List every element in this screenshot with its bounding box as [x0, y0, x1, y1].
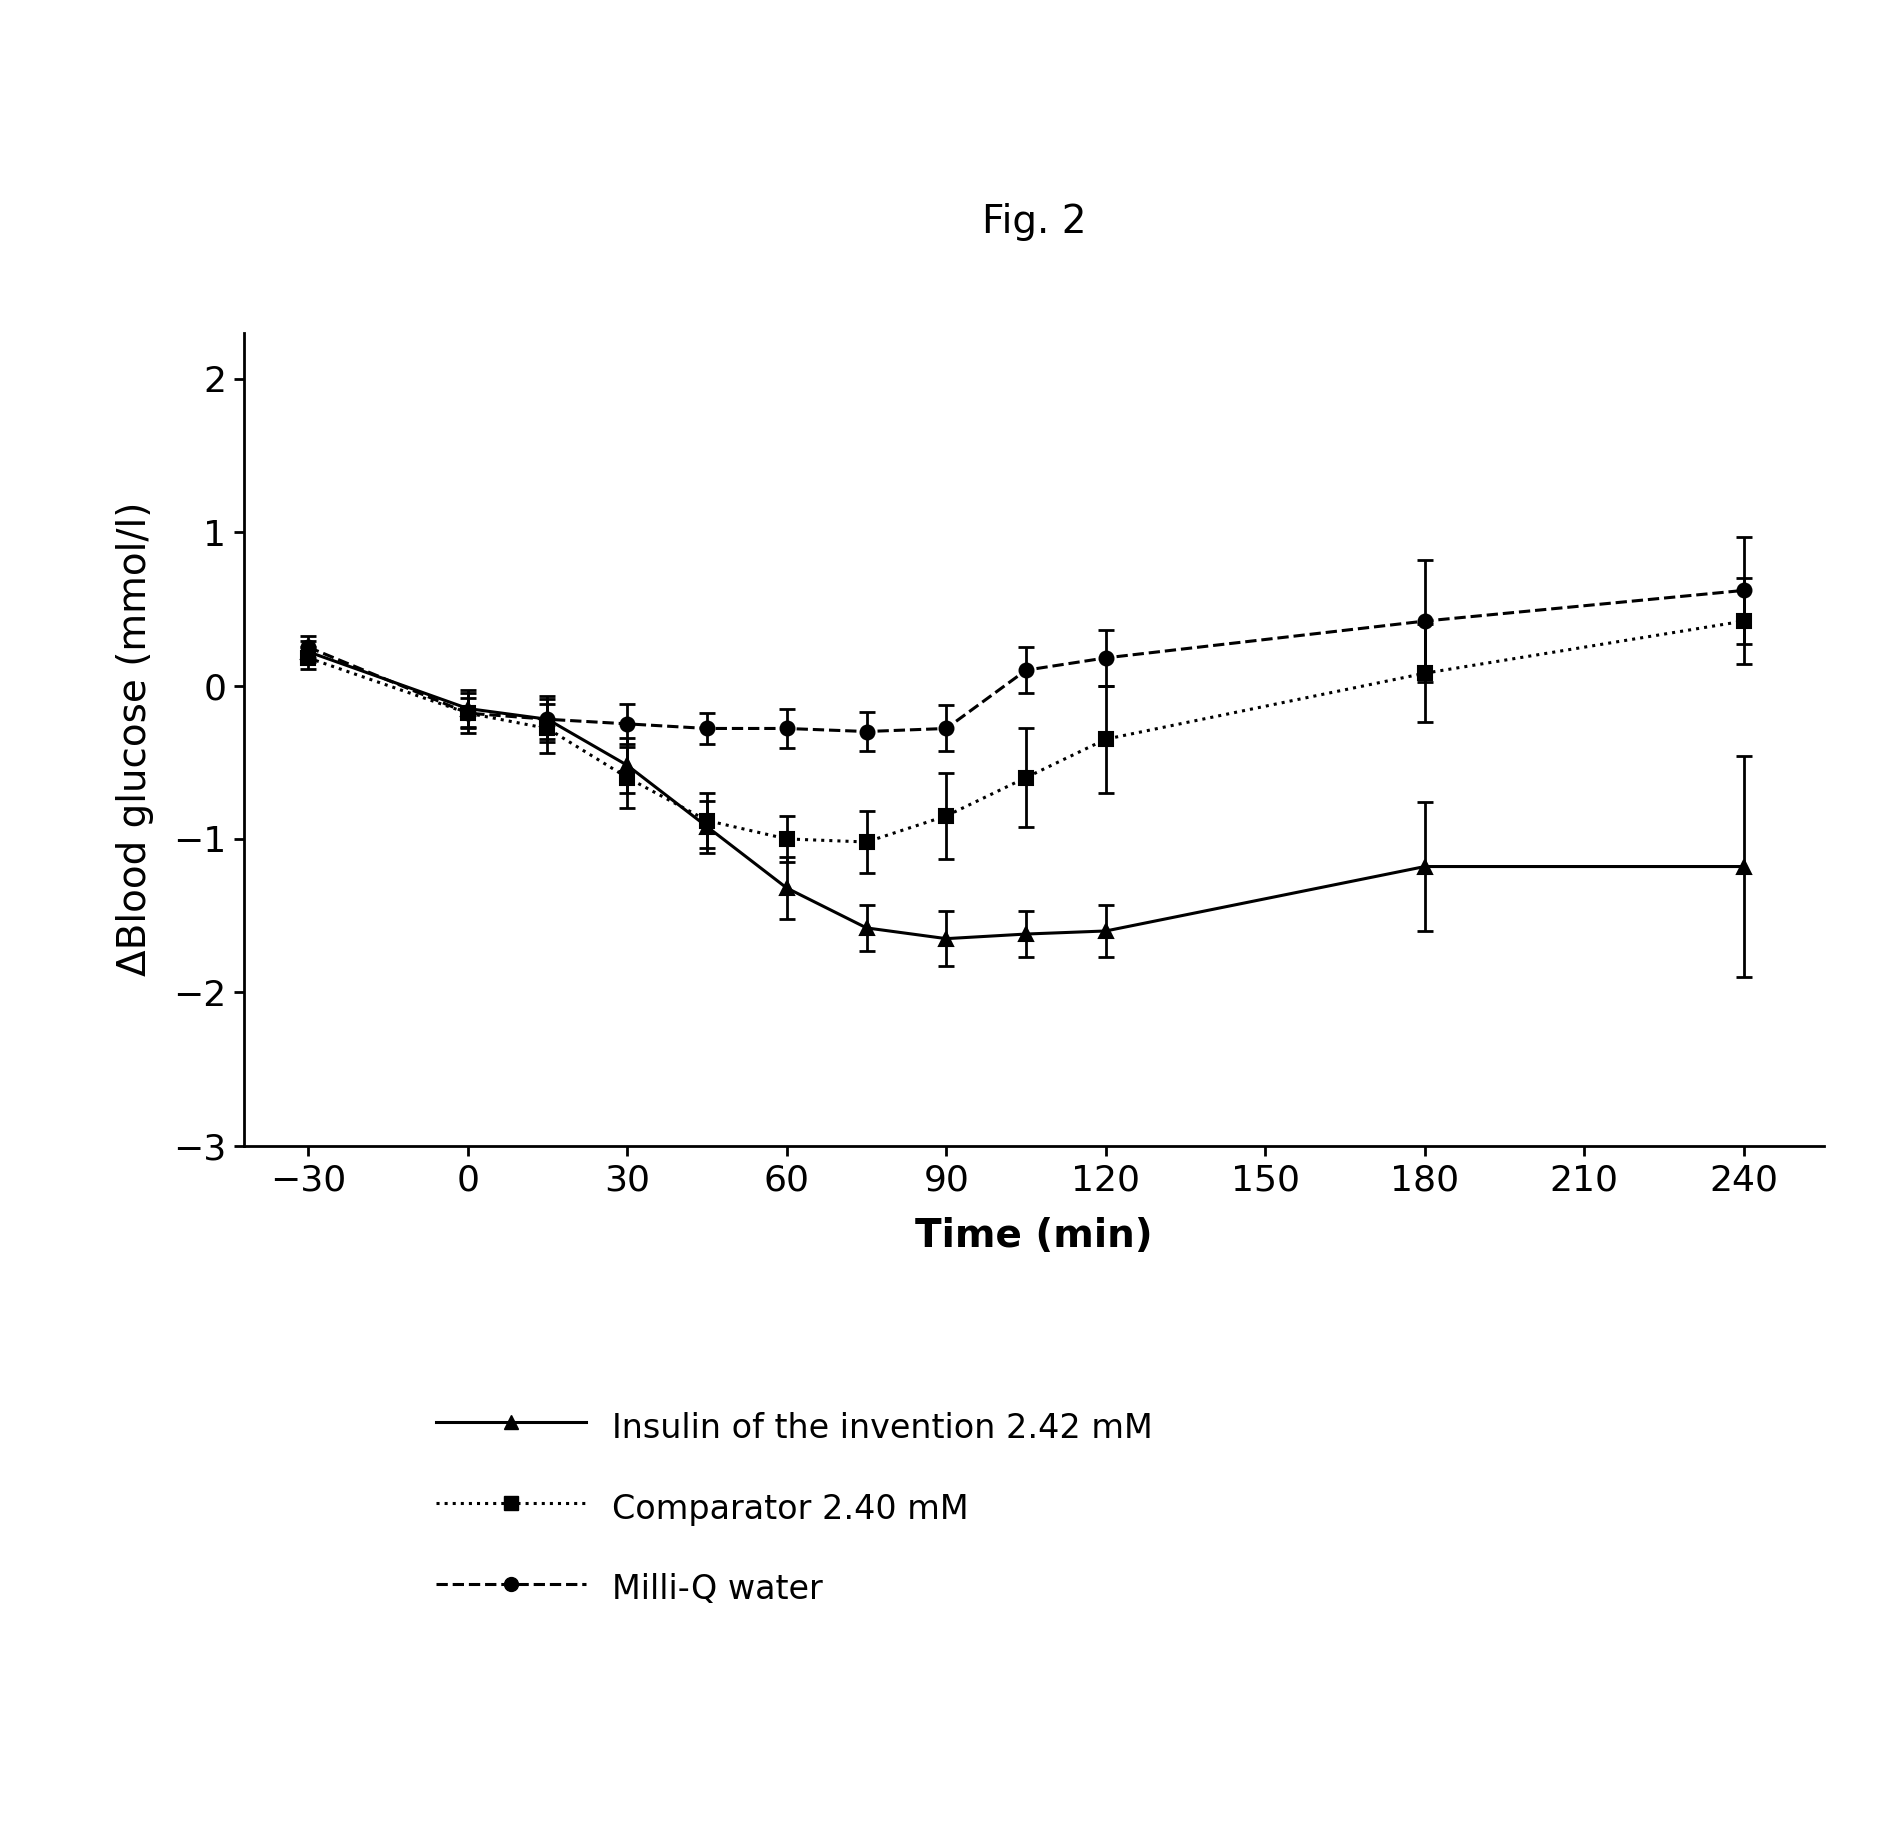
Insulin of the invention 2.42 mM	[1414, 856, 1436, 878]
Comparator 2.40 mM	[457, 702, 479, 724]
Milli-Q water	[1015, 660, 1038, 682]
Line: Milli-Q water: Milli-Q water	[301, 584, 1750, 739]
Insulin of the invention 2.42 mM	[457, 697, 479, 719]
Comparator 2.40 mM	[1015, 767, 1038, 789]
Milli-Q water	[775, 717, 797, 739]
Insulin of the invention 2.42 mM	[617, 754, 639, 776]
Legend: Insulin of the invention 2.42 mM, Comparator 2.40 mM, Milli-Q water: Insulin of the invention 2.42 mM, Compar…	[419, 1390, 1169, 1626]
Milli-Q water	[457, 702, 479, 724]
Insulin of the invention 2.42 mM	[1094, 920, 1117, 942]
Insulin of the invention 2.42 mM	[1015, 922, 1038, 944]
Milli-Q water	[1414, 610, 1436, 632]
Comparator 2.40 mM	[536, 717, 558, 739]
X-axis label: Time (min): Time (min)	[916, 1218, 1152, 1255]
Comparator 2.40 mM	[297, 647, 320, 669]
Insulin of the invention 2.42 mM	[297, 641, 320, 663]
Comparator 2.40 mM	[855, 832, 878, 854]
Milli-Q water	[696, 717, 718, 739]
Y-axis label: ΔBlood glucose (mmol/l): ΔBlood glucose (mmol/l)	[117, 503, 154, 976]
Insulin of the invention 2.42 mM	[855, 917, 878, 939]
Milli-Q water	[855, 721, 878, 743]
Insulin of the invention 2.42 mM	[536, 708, 558, 730]
Milli-Q water	[536, 708, 558, 730]
Milli-Q water	[1733, 578, 1756, 601]
Milli-Q water	[617, 713, 639, 736]
Comparator 2.40 mM	[1414, 662, 1436, 684]
Text: Fig. 2: Fig. 2	[981, 203, 1087, 240]
Insulin of the invention 2.42 mM	[1733, 856, 1756, 878]
Comparator 2.40 mM	[696, 809, 718, 832]
Comparator 2.40 mM	[775, 828, 797, 850]
Insulin of the invention 2.42 mM	[696, 815, 718, 837]
Comparator 2.40 mM	[617, 767, 639, 789]
Comparator 2.40 mM	[1733, 610, 1756, 632]
Insulin of the invention 2.42 mM	[934, 928, 957, 950]
Comparator 2.40 mM	[1094, 728, 1117, 750]
Line: Insulin of the invention 2.42 mM: Insulin of the invention 2.42 mM	[301, 645, 1750, 946]
Milli-Q water	[1094, 647, 1117, 669]
Milli-Q water	[297, 636, 320, 658]
Comparator 2.40 mM	[934, 806, 957, 828]
Milli-Q water	[934, 717, 957, 739]
Insulin of the invention 2.42 mM	[775, 878, 797, 900]
Line: Comparator 2.40 mM: Comparator 2.40 mM	[301, 614, 1750, 848]
